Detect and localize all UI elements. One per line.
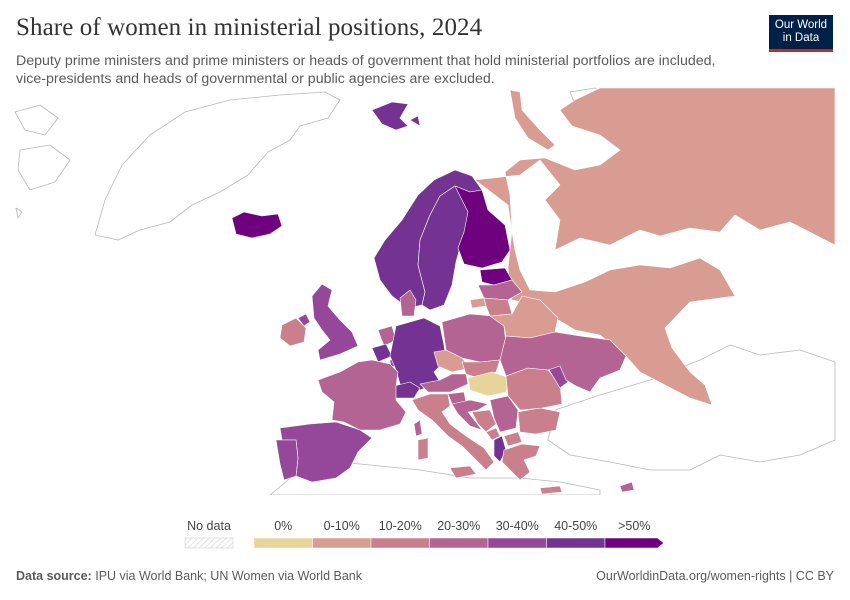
map-sicily[interactable] [449, 465, 477, 479]
legend-label-6: >50% [618, 519, 650, 533]
owid-logo[interactable]: Our World in Data [769, 15, 833, 52]
map-kaliningrad[interactable] [469, 297, 487, 309]
legend-label-1: 0-10% [324, 519, 360, 533]
legend-swatch-4[interactable] [487, 537, 547, 549]
map-greece[interactable] [501, 443, 541, 481]
legend-no-data-swatch [184, 537, 234, 549]
data-source: Data source: IPU via World Bank; UN Wome… [16, 569, 362, 583]
map-finland[interactable] [454, 185, 511, 269]
map-sweden[interactable] [417, 185, 471, 311]
map-lithuania[interactable] [483, 297, 513, 317]
map-montenegro[interactable] [485, 427, 501, 441]
map-middle-east [547, 344, 836, 471]
legend-swatch-1[interactable] [312, 537, 372, 549]
map-united-kingdom[interactable] [311, 283, 359, 361]
legend-label-4: 30-40% [496, 519, 539, 533]
map-belarus[interactable] [489, 295, 559, 339]
map-italy[interactable] [411, 393, 495, 471]
legend-no-data-label: No data [187, 519, 231, 533]
map-austria[interactable] [419, 373, 469, 393]
map-bosnia[interactable] [471, 409, 497, 433]
map-svalbard[interactable] [371, 101, 421, 131]
map-canada-islands [14, 104, 71, 219]
logo-line-2: in Data [782, 32, 820, 44]
footer-url[interactable]: OurWorldinData.org/women-rights | CC BY [596, 569, 834, 583]
legend-swatch-6[interactable] [604, 537, 664, 549]
chart-subtitle: Deputy prime ministers and prime ministe… [16, 53, 716, 87]
logo-line-1: Our World [774, 19, 828, 31]
data-source-text: IPU via World Bank; UN Women via World B… [95, 569, 362, 583]
map-corsica[interactable] [413, 419, 423, 437]
map-ireland[interactable] [279, 317, 307, 347]
map-ukraine[interactable] [499, 331, 627, 393]
map-hungary[interactable] [467, 371, 511, 397]
map-iceland[interactable] [231, 211, 283, 239]
map-sardinia[interactable] [417, 437, 429, 461]
data-source-label: Data source: [16, 569, 92, 583]
map-bulgaria[interactable] [517, 407, 561, 435]
legend-label-3: 20-30% [437, 519, 480, 533]
legend-label-5: 40-50% [554, 519, 597, 533]
map-cyprus[interactable] [619, 481, 635, 493]
map-crete[interactable] [539, 485, 563, 495]
legend-label-2: 10-20% [379, 519, 422, 533]
legend-swatch-3[interactable] [429, 537, 489, 549]
map-greenland [94, 91, 341, 241]
chart-title: Share of women in ministerial positions,… [16, 14, 483, 41]
map-belgium[interactable] [371, 343, 393, 363]
legend-no-data[interactable]: No data [184, 519, 234, 549]
map-north-macedonia[interactable] [503, 431, 523, 447]
legend-bins: 0% 0-10% 10-20% 20-30% 30-40% 40-50% >50% [253, 519, 664, 549]
map-portugal[interactable] [275, 439, 299, 481]
map-france[interactable] [317, 359, 407, 431]
map-uk-ni[interactable] [297, 313, 311, 327]
legend-label-0: 0% [274, 519, 292, 533]
legend-swatch-5[interactable] [546, 537, 606, 549]
legend-swatch-0[interactable] [253, 537, 313, 549]
map-denmark[interactable] [399, 289, 417, 317]
europe-map [14, 87, 836, 495]
map-novaya-zemlya[interactable] [509, 89, 556, 151]
map-russia[interactable] [474, 87, 836, 406]
map-croatia[interactable] [451, 399, 489, 431]
legend-swatch-2[interactable] [370, 537, 430, 549]
